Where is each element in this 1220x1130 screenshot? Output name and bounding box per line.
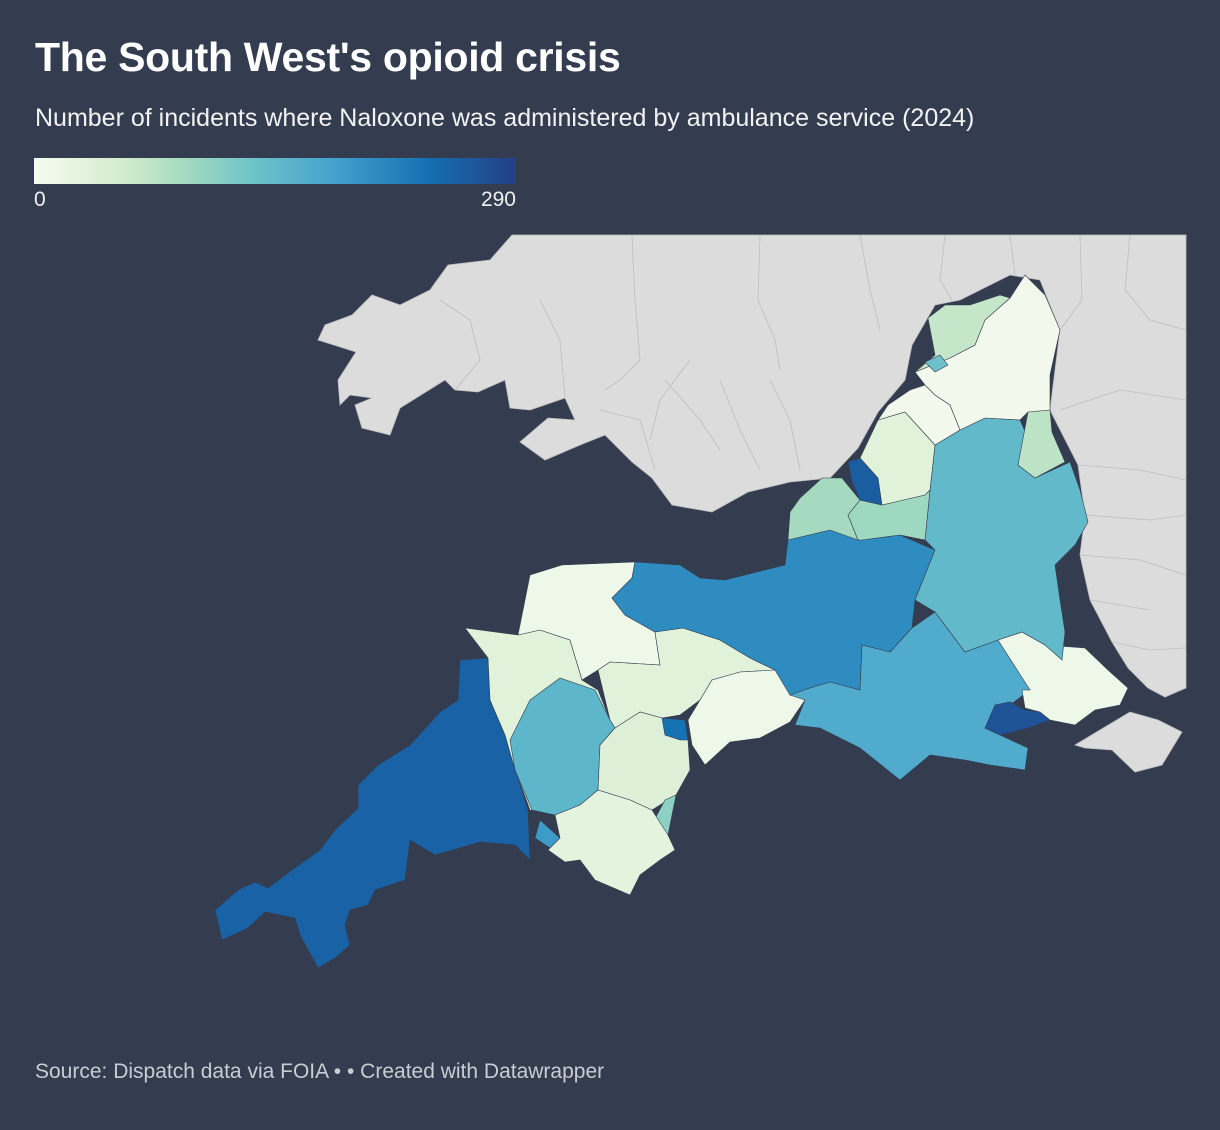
legend-min-label: 0 <box>34 188 46 211</box>
legend-max-label: 290 <box>480 188 516 211</box>
region-cornwall[interactable] <box>214 657 531 969</box>
chart-subtitle: Number of incidents where Naloxone was a… <box>35 104 975 132</box>
region-forest-of-dean[interactable] <box>924 354 949 373</box>
south-west-regions <box>214 274 1129 969</box>
context-boundaries <box>439 234 1187 651</box>
chart-title: The South West's opioid crisis <box>35 34 621 80</box>
source-footer: Source: Dispatch data via FOIA • • Creat… <box>35 1060 605 1083</box>
region-exeter[interactable] <box>661 717 689 741</box>
legend-labels: 0 290 <box>34 184 516 212</box>
region-north-somerset[interactable] <box>787 477 861 541</box>
isle-of-wight-land <box>1074 711 1183 773</box>
legend-gradient-bar <box>34 158 516 184</box>
wales-land <box>317 234 1187 698</box>
region-gloucester-city[interactable] <box>914 294 1011 373</box>
region-south-hams[interactable] <box>547 789 676 896</box>
region-east-devon[interactable] <box>687 669 806 766</box>
color-legend: 0 290 <box>34 158 516 212</box>
context-land <box>317 234 1187 773</box>
